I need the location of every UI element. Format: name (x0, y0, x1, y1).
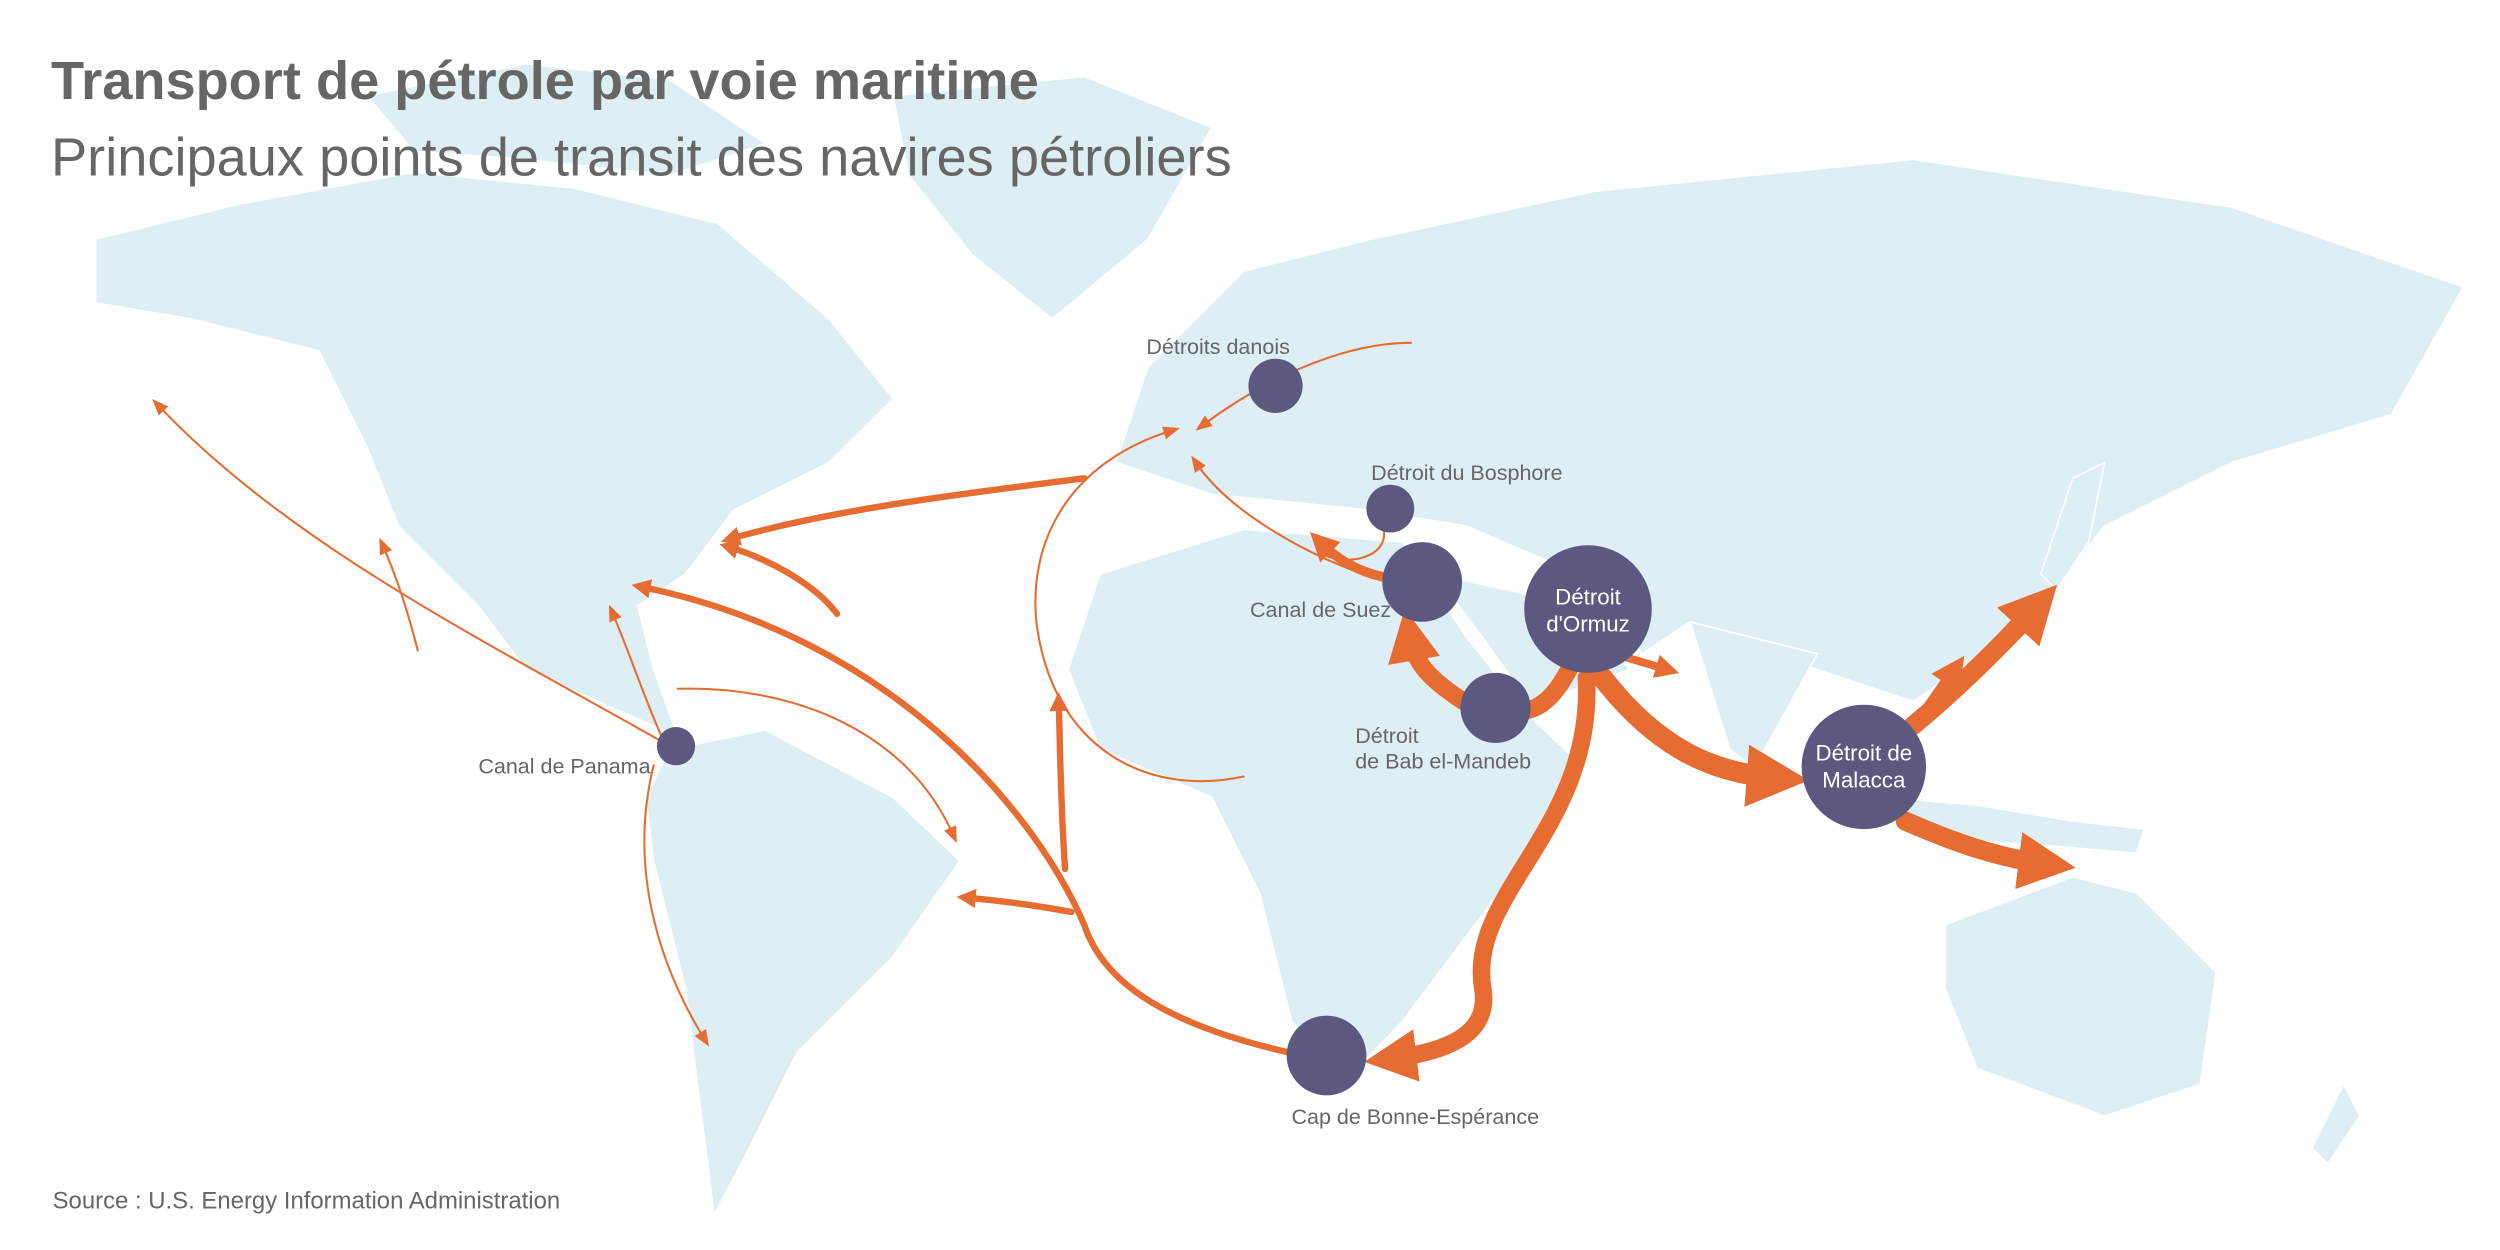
node-bab-el-mandeb[interactable] (1460, 672, 1531, 743)
new-zealand (2310, 1082, 2361, 1166)
thin-routes (152, 341, 1413, 1047)
japan (2039, 460, 2106, 592)
route-panama-alaska (152, 398, 663, 743)
greenland (891, 75, 1213, 320)
thick-routes (631, 475, 2076, 1082)
south-america (644, 729, 961, 1218)
label-suez: Canal de Suez (1250, 598, 1391, 622)
label-danish: Détroits danois (1146, 335, 1290, 359)
route-cap-newyork (719, 540, 841, 618)
node-bosphorus[interactable] (1366, 484, 1415, 533)
label-panama: Canal de Panama (478, 754, 650, 778)
route-ormuz-cap (1364, 668, 1596, 1082)
route-cap-brazil (956, 888, 1075, 916)
labels: Détroits danois Détroit du Bosphore Cana… (478, 335, 1912, 1129)
land-masses (94, 62, 2465, 1218)
node-suez[interactable] (1382, 542, 1463, 622)
label-malacca-2: Malacca (1822, 768, 1906, 793)
north-america (94, 171, 894, 739)
label-bosphore: Détroit du Bosphore (1371, 461, 1562, 485)
route-cap-westafrica (1049, 691, 1069, 873)
label-malacca-1: Détroit de (1815, 741, 1912, 766)
route-westafrica-newyork (721, 475, 1088, 546)
route-bab-suez (1388, 608, 1473, 711)
chokepoints (656, 358, 1927, 1096)
source-note: Source : U.S. Energy Information Adminis… (53, 1188, 561, 1215)
node-panama[interactable] (656, 727, 696, 766)
route-danish-europe (1195, 341, 1413, 431)
label-bab-2: de Bab el-Mandeb (1355, 749, 1531, 773)
page-title: Transport de pétrole par voie maritime (51, 51, 1039, 111)
route-panama-brazil (676, 687, 957, 844)
route-panama-gulf (609, 604, 663, 738)
label-bab-1: Détroit (1355, 724, 1418, 748)
page-subtitle: Principaux points de transit des navires… (51, 127, 1232, 187)
label-cape: Cap de Bonne-Espérance (1291, 1105, 1539, 1129)
route-suez-med (1310, 531, 1389, 582)
route-cap-us (631, 579, 1292, 1056)
route-malacca-australia (1895, 811, 2076, 890)
route-panama-south (643, 764, 710, 1047)
route-panama-westcoast (379, 537, 419, 652)
australia (1944, 876, 2218, 1117)
node-malacca[interactable] (1801, 704, 1927, 830)
route-ormuz-malacca (1591, 667, 1809, 807)
route-malacca-taiwan (1915, 655, 1965, 724)
node-hormuz[interactable] (1524, 545, 1652, 673)
node-danish-straits[interactable] (1248, 358, 1303, 413)
node-cape[interactable] (1286, 1015, 1367, 1096)
label-hormuz-1: Détroit (1555, 584, 1622, 609)
route-westafrica-europe (1034, 426, 1245, 783)
arctic-islands (365, 62, 768, 177)
label-hormuz-2: d'Ormuz (1546, 611, 1630, 636)
